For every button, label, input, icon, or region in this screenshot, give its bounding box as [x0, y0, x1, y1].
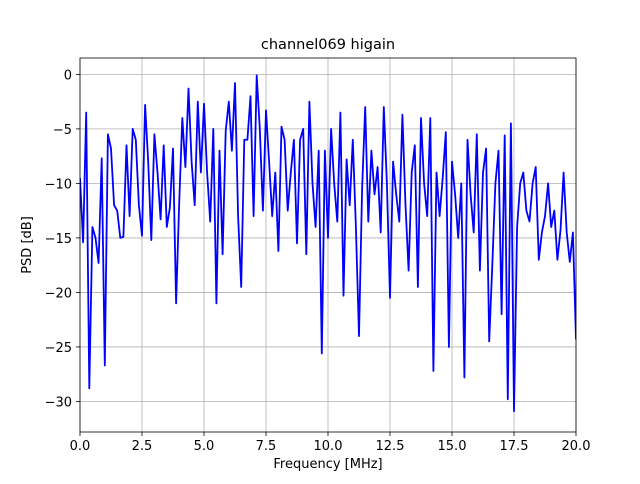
- x-tick-label: 15.0: [438, 439, 467, 454]
- chart-title: channel069 higain: [261, 37, 395, 53]
- y-tick-label: −15: [45, 232, 72, 247]
- x-tick-label: 17.5: [500, 439, 529, 454]
- x-tick-label: 7.5: [256, 439, 277, 454]
- y-tick-label: −25: [45, 341, 72, 356]
- x-tick-label: 0.0: [70, 439, 91, 454]
- y-tick-label: −5: [53, 123, 72, 138]
- y-tick-label: 0: [64, 68, 72, 83]
- x-tick-label: 5.0: [194, 439, 215, 454]
- data-line: [80, 74, 576, 413]
- plot-frame: [79, 57, 577, 433]
- x-tick-label: 20.0: [562, 439, 591, 454]
- y-axis-label: PSD [dB]: [20, 216, 35, 274]
- y-tick-label: −20: [45, 286, 72, 301]
- x-tick-label: 10.0: [314, 439, 343, 454]
- x-axis-label: Frequency [MHz]: [273, 457, 382, 472]
- x-tick-label: 12.5: [376, 439, 405, 454]
- y-tick-label: −10: [45, 177, 72, 192]
- x-tick-label: 2.5: [132, 439, 153, 454]
- y-tick-label: −30: [45, 395, 72, 410]
